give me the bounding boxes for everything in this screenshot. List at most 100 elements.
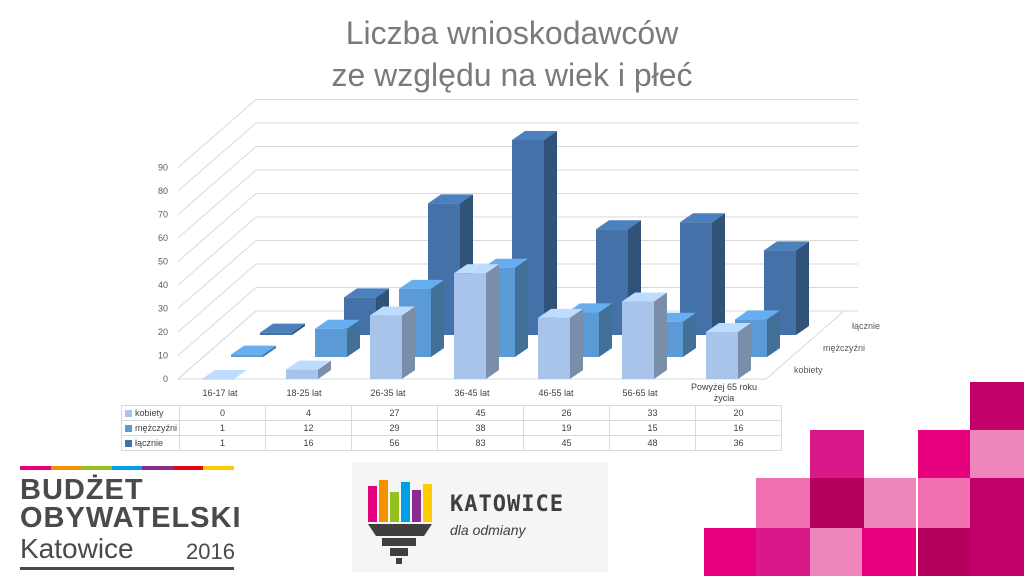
bar-top: [764, 241, 809, 251]
table-cell: 45: [523, 435, 611, 451]
y-tick-label: 20: [158, 327, 168, 337]
table-cell: 19: [523, 420, 611, 436]
logo-color-stripe: [20, 466, 235, 470]
bar-side: [515, 258, 528, 357]
chart-title: Liczba wnioskodawców ze względu na wiek …: [0, 12, 1024, 96]
category-label: 46-55 lat: [538, 387, 574, 398]
series-name-cell: kobiety: [120, 405, 181, 421]
bar-top: [315, 319, 360, 329]
y-tick-label: 40: [158, 280, 168, 290]
category-label: 16-17 lat: [202, 387, 238, 398]
bar-top: [596, 220, 641, 230]
gridline: [177, 122, 858, 192]
y-tick-label: 50: [158, 257, 168, 267]
series-name: mężczyźni: [135, 423, 178, 433]
series-name-cell: łącznie: [120, 435, 181, 451]
bar-kobiety-6: [706, 332, 738, 379]
bar-side: [318, 360, 331, 379]
bar-side: [431, 279, 444, 357]
series-axis-label: łącznie: [852, 321, 880, 331]
table-cell: 1: [179, 435, 267, 451]
logo-text-obywatelski: OBYWATELSKI: [20, 502, 242, 534]
gridline: [177, 169, 858, 239]
series-axis-label: kobiety: [794, 365, 823, 375]
table-row: kobiety 0 4 27 45 26 33 20: [120, 405, 783, 421]
bar-top: [286, 360, 331, 370]
table-cell: 15: [609, 420, 697, 436]
category-label: 56-65 lat: [622, 387, 658, 398]
bar-side: [486, 264, 499, 379]
bar-top: [428, 194, 473, 204]
bar-side: [712, 213, 725, 335]
bar-łącznie-0: [260, 332, 292, 335]
katowice-logo: KATOWICE dla odmiany: [352, 462, 608, 572]
bar-kobiety-0: [202, 379, 234, 380]
bar-side: [292, 323, 305, 335]
category-label: 36-45 lat: [454, 387, 490, 398]
bar-top: [260, 323, 305, 333]
series-name: kobiety: [135, 408, 164, 418]
bar-top: [512, 130, 557, 140]
category-label: 26-35 lat: [370, 387, 406, 398]
stripe-segment: [142, 466, 173, 470]
chart-data-table: kobiety 0 4 27 45 26 33 20 mężczyźni 1 12 29 38 19 15 1…: [120, 405, 783, 451]
series-name: łącznie: [135, 438, 164, 448]
bar-side: [347, 319, 360, 357]
legend-swatch: [125, 425, 132, 433]
gridline: [177, 240, 858, 309]
bar-top: [370, 306, 415, 316]
stripe-segment: [111, 466, 143, 470]
table-cell: 0: [179, 405, 267, 421]
logo-text-budzet: BUDŻET: [20, 474, 144, 506]
category-label: 18-25 lat: [286, 387, 322, 398]
bar-side: [738, 323, 751, 379]
table-row: mężczyźni 1 12 29 38 19 15 16: [120, 420, 783, 436]
y-tick-label: 10: [158, 351, 168, 361]
category-label: Powyżej 65 roku życia: [690, 382, 758, 403]
bar-kobiety-1: [286, 369, 318, 379]
bar-side: [402, 306, 415, 379]
bar-top: [231, 345, 276, 355]
bar-top: [344, 288, 389, 298]
bar-kobiety-4: [538, 317, 570, 379]
bar-top: [735, 310, 780, 320]
bar-side: [796, 241, 809, 335]
logo-text-city: Katowice: [20, 533, 134, 564]
bar-top: [680, 213, 725, 223]
bar-top: [202, 370, 247, 379]
table-cell: 4: [265, 405, 353, 421]
series-name-cell: mężczyźni: [120, 420, 181, 436]
table-cell: 56: [351, 435, 439, 451]
table-cell: 16: [265, 435, 353, 451]
bar-side: [767, 310, 780, 357]
stripe-segment: [50, 466, 82, 470]
logo-underline: [20, 567, 234, 570]
bar-side: [599, 303, 612, 357]
bar-kobiety-2: [370, 315, 402, 379]
table-cell: 16: [695, 420, 783, 436]
stripe-segment: [81, 466, 112, 470]
stripe-segment: [20, 466, 51, 470]
y-tick-label: 80: [158, 186, 168, 196]
bar-mężczyźni-0: [231, 354, 263, 357]
bar-side: [263, 345, 276, 357]
table-cell: 1: [179, 420, 267, 436]
chart-title-line2: ze względu na wiek i płeć: [331, 57, 693, 93]
table-cell: 36: [695, 435, 783, 451]
bar-top: [399, 279, 444, 289]
budzet-obywatelski-logo: BUDŻET OBYWATELSKI Katowice 2016: [20, 466, 241, 572]
bar-mężczyźni-1: [315, 328, 347, 357]
katowice-brush-icon: [368, 480, 432, 564]
y-tick-label: 30: [158, 304, 168, 314]
gridline: [177, 99, 858, 168]
bar-kobiety-3: [454, 273, 486, 379]
table-cell: 48: [609, 435, 697, 451]
logo-text-year: 2016: [186, 539, 235, 564]
table-cell: 27: [351, 405, 439, 421]
y-tick-label: 70: [158, 210, 168, 220]
stripe-segment: [203, 466, 235, 470]
bar-side: [544, 130, 557, 335]
bar-top: [454, 264, 499, 274]
table-cell: 26: [523, 405, 611, 421]
gridline: [177, 263, 858, 333]
